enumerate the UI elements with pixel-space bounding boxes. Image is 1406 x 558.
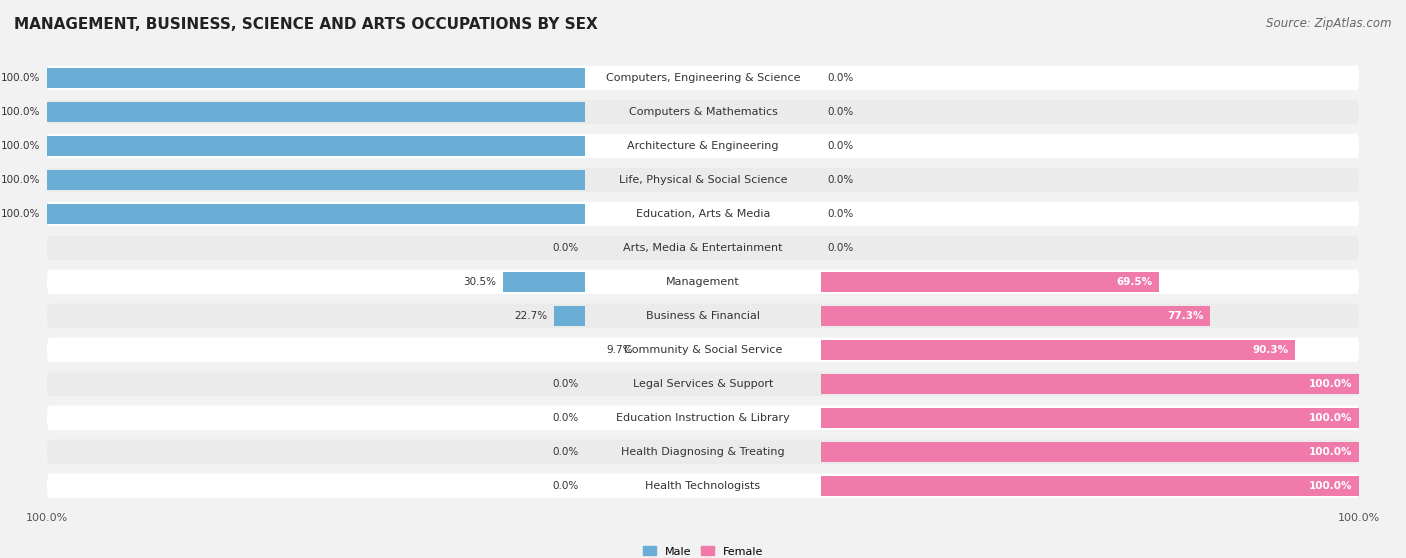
Text: Architecture & Engineering: Architecture & Engineering: [627, 141, 779, 151]
Text: 0.0%: 0.0%: [553, 413, 578, 423]
Bar: [821, 442, 1360, 461]
FancyBboxPatch shape: [46, 473, 1360, 498]
Bar: [821, 374, 1360, 393]
Bar: [46, 136, 585, 156]
FancyBboxPatch shape: [46, 270, 1360, 294]
Text: 0.0%: 0.0%: [828, 175, 853, 185]
Text: 100.0%: 100.0%: [1, 141, 41, 151]
Text: Source: ZipAtlas.com: Source: ZipAtlas.com: [1267, 17, 1392, 30]
FancyBboxPatch shape: [46, 201, 1360, 226]
FancyBboxPatch shape: [46, 66, 1360, 90]
Text: Health Diagnosing & Treating: Health Diagnosing & Treating: [621, 447, 785, 456]
Bar: [503, 272, 585, 292]
FancyBboxPatch shape: [46, 338, 1360, 362]
Text: 100.0%: 100.0%: [1, 175, 41, 185]
Text: 100.0%: 100.0%: [1309, 447, 1353, 456]
Bar: [46, 170, 585, 190]
Text: 0.0%: 0.0%: [553, 243, 578, 253]
Text: Life, Physical & Social Science: Life, Physical & Social Science: [619, 175, 787, 185]
Bar: [554, 306, 585, 326]
Bar: [46, 204, 585, 224]
Bar: [46, 68, 585, 88]
Bar: [821, 408, 1360, 427]
Text: 22.7%: 22.7%: [515, 311, 547, 321]
Bar: [554, 306, 585, 326]
Text: Education Instruction & Library: Education Instruction & Library: [616, 413, 790, 423]
FancyBboxPatch shape: [46, 235, 1360, 260]
Text: 0.0%: 0.0%: [828, 73, 853, 83]
Bar: [46, 170, 585, 190]
Text: 9.7%: 9.7%: [606, 345, 633, 355]
FancyBboxPatch shape: [46, 100, 1360, 124]
Bar: [46, 68, 585, 88]
Text: 100.0%: 100.0%: [1, 73, 41, 83]
FancyBboxPatch shape: [46, 440, 1360, 464]
Text: Health Technologists: Health Technologists: [645, 480, 761, 490]
Text: Community & Social Service: Community & Social Service: [624, 345, 782, 355]
Text: Computers & Mathematics: Computers & Mathematics: [628, 107, 778, 117]
FancyBboxPatch shape: [46, 372, 1360, 396]
Text: 69.5%: 69.5%: [1116, 277, 1153, 287]
Text: 90.3%: 90.3%: [1253, 345, 1289, 355]
Text: MANAGEMENT, BUSINESS, SCIENCE AND ARTS OCCUPATIONS BY SEX: MANAGEMENT, BUSINESS, SCIENCE AND ARTS O…: [14, 17, 598, 32]
Text: Management: Management: [666, 277, 740, 287]
Text: 0.0%: 0.0%: [553, 447, 578, 456]
Text: Arts, Media & Entertainment: Arts, Media & Entertainment: [623, 243, 783, 253]
Text: 100.0%: 100.0%: [1309, 413, 1353, 423]
Text: 100.0%: 100.0%: [1309, 480, 1353, 490]
Bar: [46, 204, 585, 224]
Bar: [46, 102, 585, 122]
Text: 30.5%: 30.5%: [464, 277, 496, 287]
Text: Business & Financial: Business & Financial: [645, 311, 761, 321]
Text: Legal Services & Support: Legal Services & Support: [633, 379, 773, 389]
Bar: [46, 136, 585, 156]
Text: 0.0%: 0.0%: [828, 141, 853, 151]
Text: 0.0%: 0.0%: [828, 243, 853, 253]
Text: 100.0%: 100.0%: [1, 209, 41, 219]
Legend: Male, Female: Male, Female: [638, 542, 768, 558]
Text: 0.0%: 0.0%: [828, 107, 853, 117]
FancyBboxPatch shape: [46, 304, 1360, 328]
Text: 77.3%: 77.3%: [1167, 311, 1204, 321]
FancyBboxPatch shape: [46, 133, 1360, 158]
Text: Education, Arts & Media: Education, Arts & Media: [636, 209, 770, 219]
Text: 100.0%: 100.0%: [1, 107, 41, 117]
FancyBboxPatch shape: [46, 167, 1360, 192]
Text: 0.0%: 0.0%: [553, 480, 578, 490]
Bar: [821, 272, 1159, 292]
Bar: [821, 476, 1360, 496]
Bar: [821, 340, 1295, 359]
Bar: [821, 306, 1211, 326]
Bar: [503, 272, 585, 292]
Text: 0.0%: 0.0%: [828, 209, 853, 219]
FancyBboxPatch shape: [46, 406, 1360, 430]
Bar: [46, 102, 585, 122]
Text: 100.0%: 100.0%: [1309, 379, 1353, 389]
Text: 0.0%: 0.0%: [553, 379, 578, 389]
Text: Computers, Engineering & Science: Computers, Engineering & Science: [606, 73, 800, 83]
